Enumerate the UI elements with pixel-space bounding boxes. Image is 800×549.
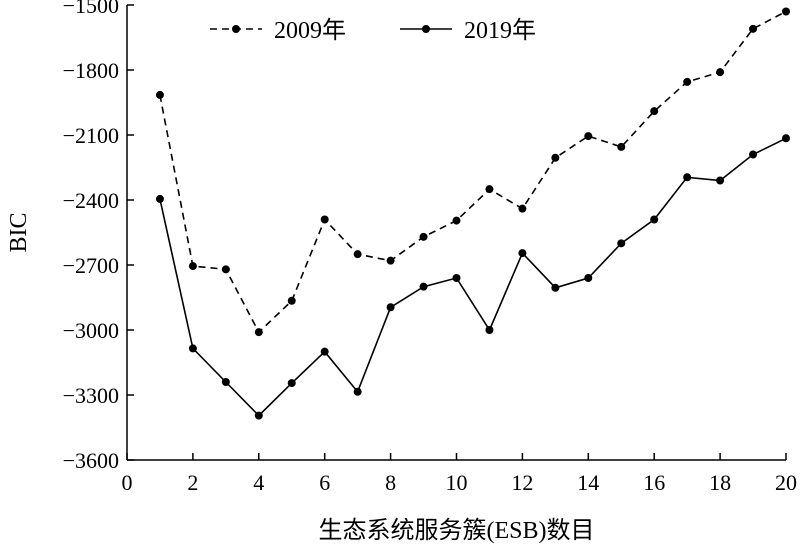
y-tick-label: −1500 [63,0,119,18]
data-point [584,132,593,141]
x-tick-label: 12 [511,470,533,495]
data-point [749,150,758,159]
data-point [485,326,494,334]
data-point [155,90,164,99]
legend-label: 2009年 [274,17,346,44]
data-point [650,107,659,116]
y-axis-label: BIC [6,212,32,252]
data-point [683,173,692,182]
x-ticks: 0 2 4 6 8 10 12 14 16 18 20 [122,453,797,495]
data-point [551,153,560,162]
data-point [254,411,263,420]
x-tick-label: 0 [122,470,133,495]
data-point [683,77,692,86]
legend-swatch-marker [422,25,430,33]
data-point [287,379,296,388]
data-point [518,249,527,258]
data-point [650,215,659,224]
plot-area: 0 2 4 6 8 10 12 14 16 18 20 −1500 −1800 −2100 −2400 −2… [63,0,797,495]
data-point [485,185,494,194]
x-tick-label: 4 [253,470,264,495]
data-point [353,250,362,259]
legend-item: 2019年 [400,17,536,44]
x-tick-label: 8 [385,470,396,495]
data-point [518,204,527,213]
y-tick-label: −2100 [63,123,119,148]
data-point [782,7,790,16]
data-point [617,142,626,151]
data-point [188,262,197,271]
y-tick-label: −3600 [63,448,119,473]
series-line [159,137,787,417]
x-tick-label: 2 [187,470,198,495]
series-group [155,7,790,420]
data-point [584,274,593,282]
data-point [452,274,461,282]
x-tick-label: 10 [446,470,468,495]
y-tick-label: −2700 [63,253,119,278]
data-point [386,303,395,312]
data-point [551,283,560,292]
data-point [155,194,164,203]
data-point [419,282,428,291]
data-point [716,68,725,77]
series-solid [155,134,790,420]
data-point [782,134,790,143]
data-point [716,176,725,185]
y-ticks: −1500 −1800 −2100 −2400 −2700 −3000 −3300 −3600 [63,0,134,473]
legend: 2009年 2019年 [210,17,536,44]
x-tick-label: 14 [577,470,599,495]
x-tick-label: 20 [775,470,797,495]
data-point [221,378,230,386]
data-point [320,215,329,224]
legend-swatch-marker [232,25,240,33]
legend-item: 2009年 [210,17,346,44]
data-point [419,232,428,241]
y-tick-label: −3300 [63,383,119,408]
data-point [320,347,329,356]
y-tick-label: −2400 [63,188,119,213]
data-point [617,239,626,248]
x-tick-label: 6 [319,470,330,495]
y-tick-label: −1800 [63,58,119,83]
data-point [452,216,461,225]
series-dashed [155,7,790,337]
data-point [749,24,758,33]
y-tick-label: −3000 [63,318,119,343]
series-line [159,10,787,334]
data-point [386,256,395,265]
data-point [353,387,362,396]
x-axis-label: 生态系统服务簇(ESB)数目 [319,517,595,544]
x-tick-label: 16 [643,470,665,495]
data-point [221,265,230,274]
x-tick-label: 18 [709,470,731,495]
data-point [254,328,263,337]
data-point [287,296,296,305]
data-point [188,344,197,353]
legend-label: 2019年 [464,17,536,44]
